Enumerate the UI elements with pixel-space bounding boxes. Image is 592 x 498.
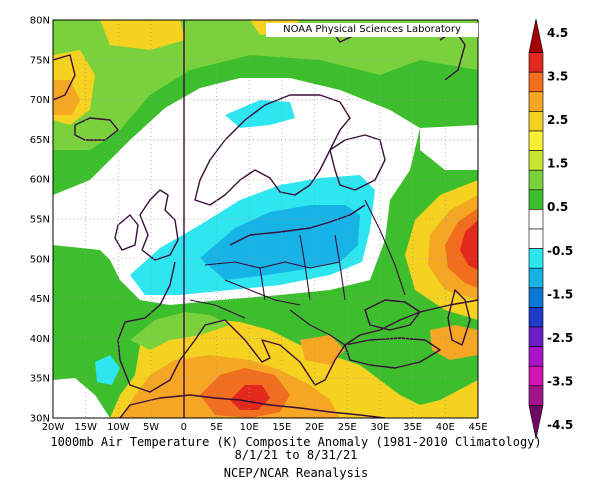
lat-tick-label: 70N (30, 95, 50, 106)
colorbar-swatch (528, 189, 544, 210)
colorbar-swatch (528, 150, 544, 171)
lon-tick-label: 15E (272, 422, 291, 433)
coastline-caspian (447, 289, 471, 346)
lat-tick-label: 40N (30, 334, 50, 345)
coastline-mainland (117, 261, 478, 393)
anomaly-region-blue-core (200, 205, 360, 280)
lon-tick-label: 0 (181, 422, 187, 433)
lat-tick-label: 30N (30, 414, 50, 425)
lon-tick-label: 20W (42, 422, 65, 433)
coastline-greenland (53, 54, 76, 101)
colorbar-swatch (528, 71, 544, 93)
lon-tick-label: 10E (240, 422, 259, 433)
colorbar: 4.5 3.5 2.5 1.5 0.5 -0.5 -1.5 -2.5 -3.5 -4.5 (528, 18, 573, 440)
lon-tick-label: 20E (305, 422, 324, 433)
colorbar-swatch (528, 365, 544, 387)
anomaly-region-white-southwest (53, 378, 110, 418)
lat-tick-label: 75N (30, 55, 50, 66)
colorbar-swatch (528, 267, 544, 289)
colorbar-label: 3.5 (547, 70, 568, 84)
colorbar-swatch (528, 228, 544, 249)
colorbar-label: -1.5 (547, 287, 573, 301)
colorbar-label: 4.5 (547, 26, 568, 40)
caption-source: NCEP/NCAR Reanalysis (223, 466, 369, 480)
coastline-africa (119, 394, 386, 418)
coastline-baltic-south (229, 204, 366, 246)
lon-tick-label: 30E (370, 422, 389, 433)
colorbar-label: 1.5 (547, 157, 568, 171)
lon-tick-label: 40E (436, 422, 455, 433)
anomaly-region-ltgreen-south (130, 312, 230, 350)
latitude-tick-labels: 80N 75N 70N 65N 60N 55N 50N 45N 40N 35N 30N (30, 16, 50, 425)
lat-tick-label: 35N (30, 374, 50, 385)
colorbar-label: 0.5 (547, 200, 568, 214)
anomaly-region-cyan-scandinavia (225, 100, 295, 128)
colorbar-label: 2.5 (547, 113, 568, 127)
anomaly-region-orange-balkans (300, 335, 345, 365)
border-lines (189, 199, 406, 346)
colorbar-swatch (528, 18, 544, 53)
colorbar-swatch (528, 405, 544, 440)
lon-tick-label: 15W (74, 422, 97, 433)
colorbar-swatch (528, 346, 544, 367)
caption-title: 1000mb Air Temperature (K) Composite Ano… (50, 435, 542, 449)
coastlines-and-borders (53, 24, 478, 418)
coastline-turkey (344, 337, 441, 369)
colorbar-swatch (528, 52, 544, 73)
map-panel (53, 20, 478, 418)
anomaly-region-yellow-north (100, 20, 185, 50)
lon-tick-label: 45E (468, 422, 487, 433)
anomaly-region-orange-northwest (53, 80, 80, 115)
coastline-finland (329, 134, 386, 191)
colorbar-label: -2.5 (547, 331, 573, 345)
colorbar-label: -4.5 (547, 418, 573, 432)
credit-label: NOAA Physical Sciences Laboratory (266, 23, 478, 37)
lon-tick-label: 25E (338, 422, 357, 433)
colorbar-swatch (528, 287, 544, 308)
coastline-british-isles (139, 189, 179, 261)
colorbar-swatch (528, 326, 544, 347)
colorbar-swatch (528, 91, 544, 112)
colorbar-label: -0.5 (547, 244, 573, 258)
map-frame (52, 19, 479, 419)
caption-dates: 8/1/21 to 8/31/21 (234, 448, 358, 462)
colorbar-swatch (528, 169, 544, 191)
lon-tick-label: 5W (143, 422, 159, 433)
anomaly-region-cyan-iberia (95, 355, 120, 385)
longitude-tick-labels: 20W 15W 10W 5W 0 5E 10E 15E 20E 25E 30E 35E 40E 45E (42, 422, 488, 433)
lat-tick-label: 50N (30, 254, 50, 265)
colorbar-swatch (528, 111, 544, 132)
lat-tick-label: 80N (30, 16, 50, 27)
lat-tick-label: 55N (30, 215, 50, 226)
anomaly-region-ltgreen-north (53, 20, 478, 150)
coastline-iceland (74, 117, 119, 141)
lat-tick-label: 60N (30, 175, 50, 186)
anomaly-region-red-east (460, 220, 478, 270)
colorbar-swatch (528, 248, 544, 269)
colorbar-label: -3.5 (547, 374, 573, 388)
colorbar-swatch (528, 385, 544, 406)
coastline-black-sea (364, 299, 421, 331)
coastline-ireland (114, 214, 139, 251)
anomaly-region-white-northeast (420, 125, 478, 170)
coastline-scandinavia (194, 94, 351, 206)
lat-tick-label: 45N (30, 294, 50, 305)
lat-tick-label: 65N (30, 135, 50, 146)
colorbar-swatch (528, 209, 544, 230)
lon-tick-label: 35E (403, 422, 422, 433)
gridlines (53, 20, 478, 418)
lon-tick-label: 5E (210, 422, 223, 433)
colorbar-swatch (528, 130, 544, 151)
lon-tick-label: 10W (107, 422, 130, 433)
colorbar-swatch (528, 307, 544, 328)
